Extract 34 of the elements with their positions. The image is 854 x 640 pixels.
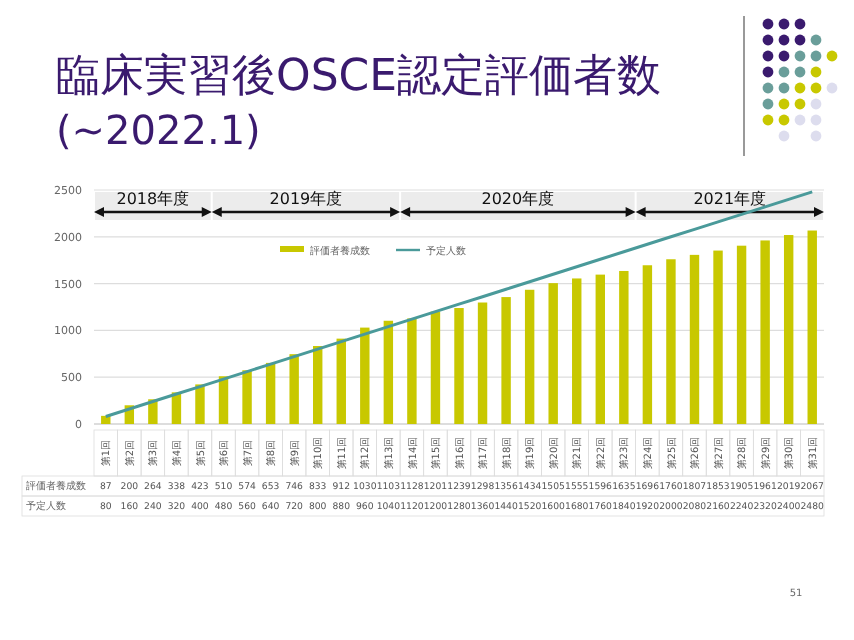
bar xyxy=(736,245,747,424)
bar xyxy=(242,370,252,424)
bar xyxy=(289,354,299,424)
bar xyxy=(430,311,441,424)
bar xyxy=(619,270,629,424)
band-label: 2021年度 xyxy=(693,190,767,208)
bar xyxy=(195,384,205,424)
bar xyxy=(548,283,558,424)
bar xyxy=(524,289,535,424)
bar xyxy=(807,230,817,424)
bar xyxy=(360,327,370,424)
bar xyxy=(407,318,417,424)
bar xyxy=(454,308,464,424)
band-label: 2020年度 xyxy=(481,190,555,208)
bar xyxy=(501,297,511,424)
chart-subtitle: (~2022.1) xyxy=(56,106,261,154)
band-label: 2019年度 xyxy=(269,190,343,208)
chart-title: 臨床実習後OSCE認定評価者数 xyxy=(56,52,662,102)
line-series xyxy=(104,190,814,419)
bar xyxy=(477,302,488,424)
bar xyxy=(642,265,653,424)
bar xyxy=(713,250,723,424)
bar xyxy=(336,338,346,424)
bar xyxy=(595,274,605,424)
bar xyxy=(760,240,770,424)
band-label: 2018年度 xyxy=(116,190,190,208)
bar xyxy=(313,346,323,424)
bar xyxy=(265,362,276,424)
bar xyxy=(572,278,582,424)
bar xyxy=(383,320,394,424)
bar xyxy=(666,259,676,424)
bar xyxy=(689,254,700,424)
bar xyxy=(783,235,794,424)
bar xyxy=(218,376,229,424)
